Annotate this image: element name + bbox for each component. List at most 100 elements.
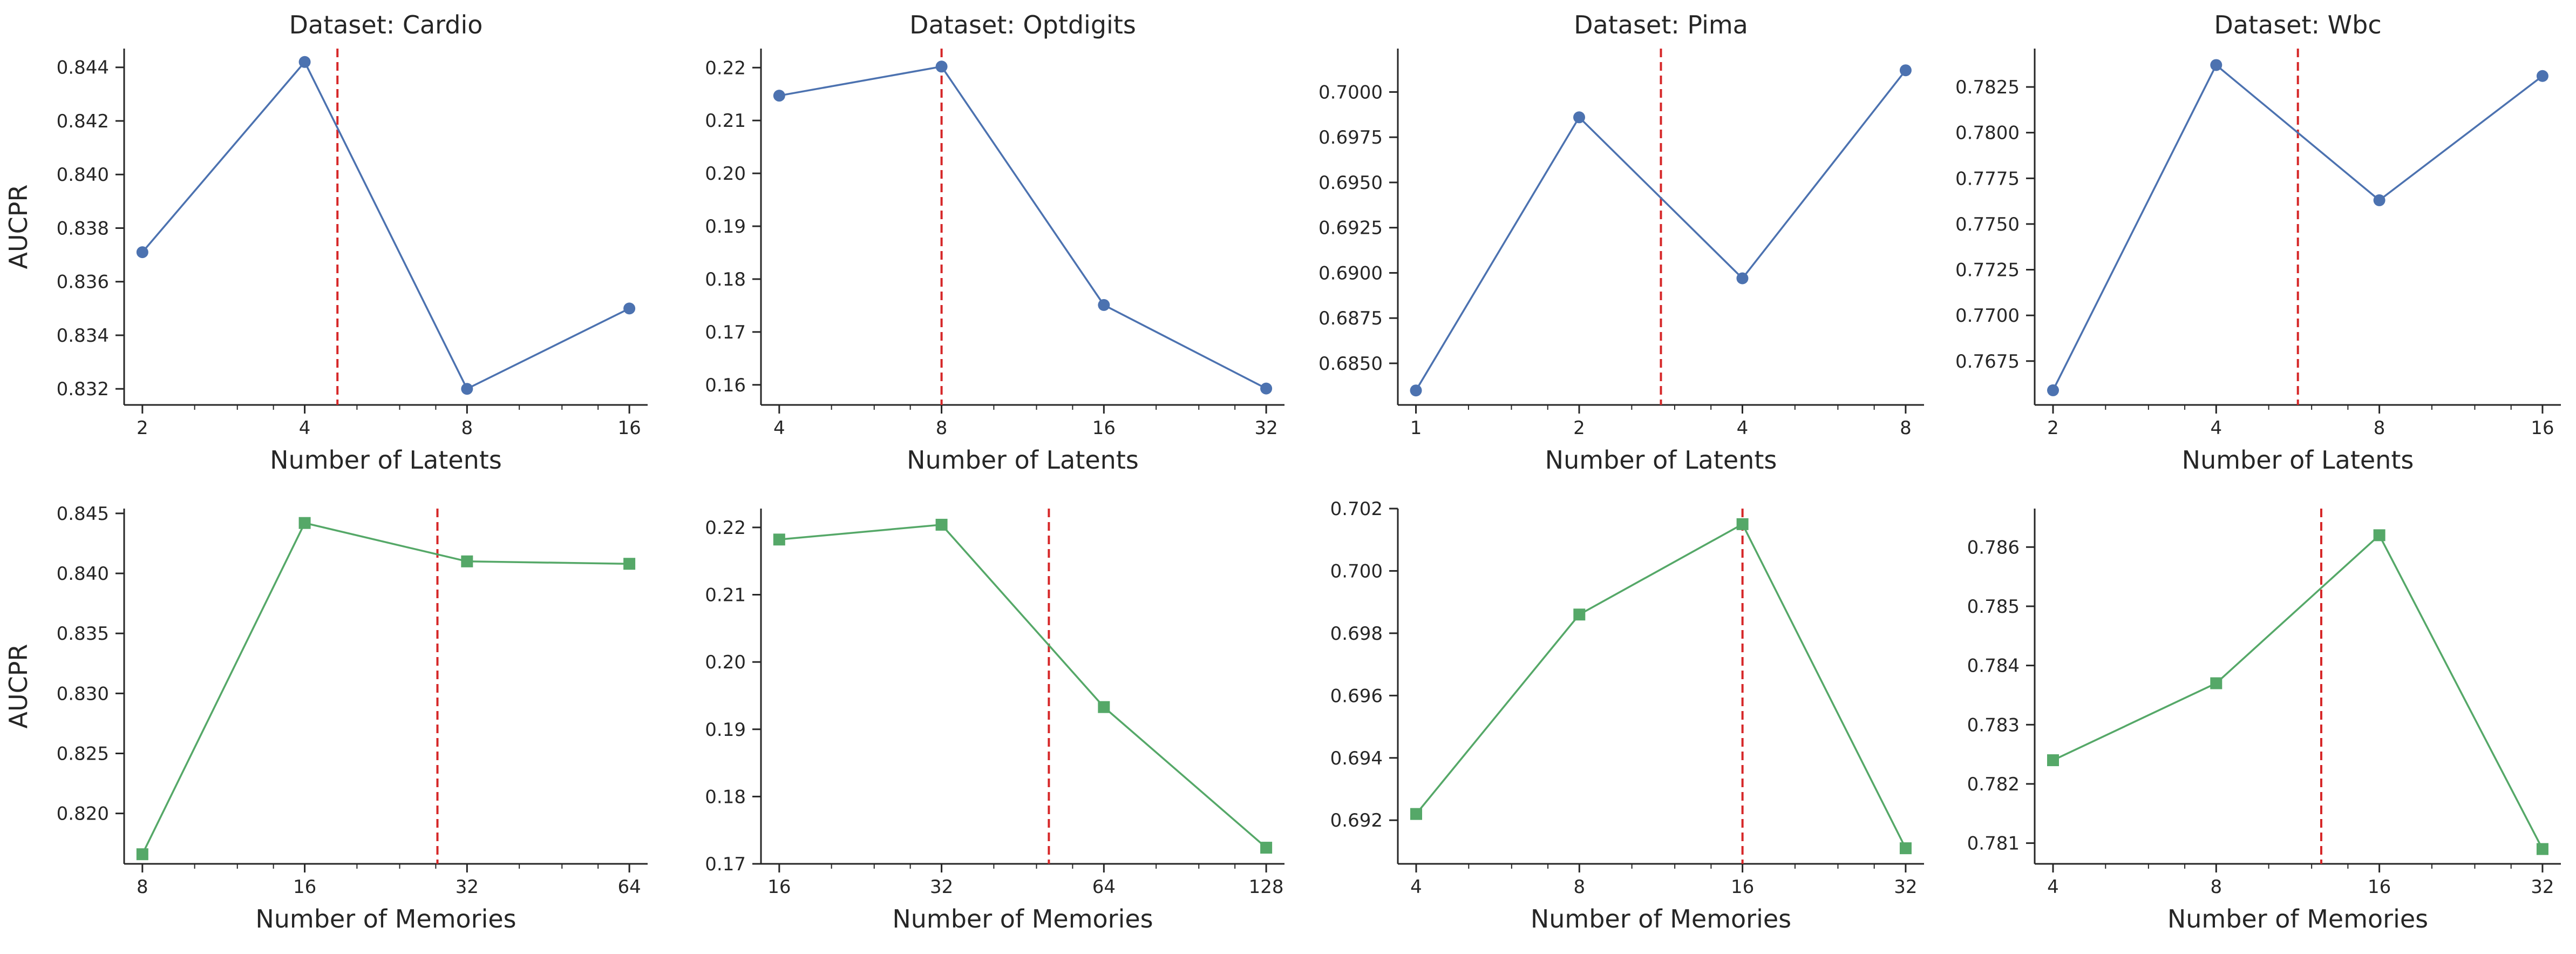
- y-tick-label: 0.838: [57, 218, 109, 239]
- y-tick-label: 0.692: [1330, 810, 1383, 831]
- y-tick-label: 0.786: [1967, 537, 2020, 558]
- data-point: [1736, 272, 1749, 285]
- y-tick-label: 0.832: [57, 378, 109, 400]
- data-point: [1098, 299, 1110, 311]
- y-tick-label: 0.20: [705, 652, 746, 673]
- data-point: [1736, 518, 1749, 530]
- data-point: [298, 517, 311, 529]
- y-tick-label: 0.845: [57, 503, 109, 525]
- x-axis-label: Number of Latents: [270, 445, 502, 475]
- data-point: [935, 518, 948, 531]
- data-point: [461, 555, 473, 567]
- x-tick-label: 8: [1900, 417, 1912, 439]
- data-point: [1410, 808, 1423, 820]
- x-axis-label: Number of Latents: [2182, 445, 2414, 475]
- data-point: [2047, 754, 2060, 767]
- x-axis-label: Number of Memories: [2167, 904, 2428, 933]
- y-tick-label: 0.18: [705, 269, 746, 290]
- panel-7: 4 8 16 32 0.692 0.694 0.696 0.698 0.700 0.702 Numb…: [1330, 498, 1924, 933]
- y-tick-label: 0.7675: [1955, 351, 2020, 373]
- y-tick-label: 0.7800: [1955, 123, 2020, 144]
- x-tick-label: 128: [1249, 876, 1284, 898]
- data-point: [623, 558, 636, 570]
- data-point: [2536, 843, 2548, 855]
- data-point: [2210, 59, 2222, 71]
- x-tick-label: 1: [1410, 417, 1422, 439]
- data-point: [2536, 70, 2548, 82]
- data-point: [1260, 842, 1273, 854]
- x-tick-label: 16: [767, 876, 791, 898]
- data-point: [461, 383, 473, 395]
- x-tick-label: 16: [293, 876, 316, 898]
- x-tick-label: 32: [930, 876, 953, 898]
- series-line: [141, 60, 630, 390]
- y-tick-label: 0.19: [705, 719, 746, 741]
- x-tick-label: 4: [1737, 417, 1749, 439]
- x-tick-label: 32: [456, 876, 479, 898]
- x-tick-label: 16: [617, 417, 641, 439]
- y-tick-label: 0.7725: [1955, 260, 2020, 281]
- x-tick-label: 8: [1573, 876, 1585, 898]
- y-tick-label: 0.6950: [1318, 172, 1383, 194]
- data-point: [2210, 677, 2222, 689]
- x-tick-label: 2: [1573, 417, 1585, 439]
- y-tick-label: 0.6900: [1318, 262, 1383, 284]
- x-tick-label: 16: [2531, 417, 2554, 439]
- y-tick-label: 0.694: [1330, 748, 1383, 769]
- data-point: [1098, 701, 1110, 713]
- y-tick-label: 0.17: [705, 854, 746, 875]
- x-tick-label: 8: [2374, 417, 2385, 439]
- x-tick-label: 16: [2368, 876, 2391, 898]
- data-point: [2047, 384, 2060, 396]
- panel-title: Dataset: Optdigits: [909, 10, 1136, 39]
- y-tick-label: 0.785: [1967, 596, 2020, 618]
- y-tick-label: 0.700: [1330, 560, 1383, 582]
- y-tick-label: 0.22: [705, 517, 746, 539]
- y-tick-label: 0.6850: [1318, 353, 1383, 375]
- panel-6: 16 32 64 128 0.17 0.18 0.19 0.20 0.21 0.22 Number …: [705, 509, 1284, 933]
- x-axis-label: Number of Memories: [255, 904, 516, 933]
- y-tick-label: 0.783: [1967, 714, 2020, 736]
- data-point: [1899, 64, 1912, 77]
- x-tick-label: 4: [299, 417, 311, 439]
- data-point: [2373, 529, 2385, 542]
- data-point: [136, 848, 148, 861]
- panel-title: Dataset: Pima: [1574, 10, 1748, 39]
- y-axis-label: AUCPR: [4, 185, 33, 269]
- y-tick-label: 0.696: [1330, 685, 1383, 707]
- y-tick-label: 0.20: [705, 163, 746, 185]
- data-point: [1899, 842, 1912, 855]
- y-tick-label: 0.21: [705, 585, 746, 606]
- data-point: [1573, 608, 1586, 621]
- y-tick-label: 0.21: [705, 110, 746, 132]
- y-tick-label: 0.834: [57, 325, 109, 347]
- x-axis-label: Number of Latents: [907, 445, 1139, 475]
- panel-2: 4 8 16 32 0.16 0.17 0.18 0.19 0.20 0.21 0.22 Datase…: [705, 10, 1284, 475]
- y-tick-label: 0.840: [57, 563, 109, 585]
- x-axis-label: Number of Memories: [1531, 904, 1791, 933]
- x-tick-label: 2: [137, 417, 148, 439]
- x-tick-label: 64: [617, 876, 641, 898]
- y-tick-label: 0.17: [705, 322, 746, 343]
- data-point: [1573, 111, 1586, 124]
- y-tick-label: 0.18: [705, 786, 746, 808]
- panel-5: 8 16 32 64 0.820 0.825 0.830 0.835 0.840 0.845 Num…: [4, 503, 648, 933]
- y-tick-label: 0.22: [705, 57, 746, 79]
- x-tick-label: 8: [936, 417, 948, 439]
- data-point: [136, 246, 148, 259]
- x-tick-label: 64: [1092, 876, 1116, 898]
- y-tick-label: 0.702: [1330, 498, 1383, 520]
- y-tick-label: 0.835: [57, 623, 109, 645]
- series-line: [141, 522, 630, 855]
- panel-title: Dataset: Cardio: [289, 10, 483, 39]
- y-tick-label: 0.820: [57, 803, 109, 825]
- series-line: [2052, 533, 2544, 850]
- y-tick-label: 0.7000: [1318, 82, 1383, 103]
- x-tick-label: 8: [137, 876, 148, 898]
- data-point: [2373, 194, 2385, 206]
- x-tick-label: 32: [2531, 876, 2554, 898]
- y-tick-label: 0.842: [57, 111, 109, 132]
- y-tick-label: 0.16: [705, 375, 746, 396]
- data-point: [298, 56, 311, 68]
